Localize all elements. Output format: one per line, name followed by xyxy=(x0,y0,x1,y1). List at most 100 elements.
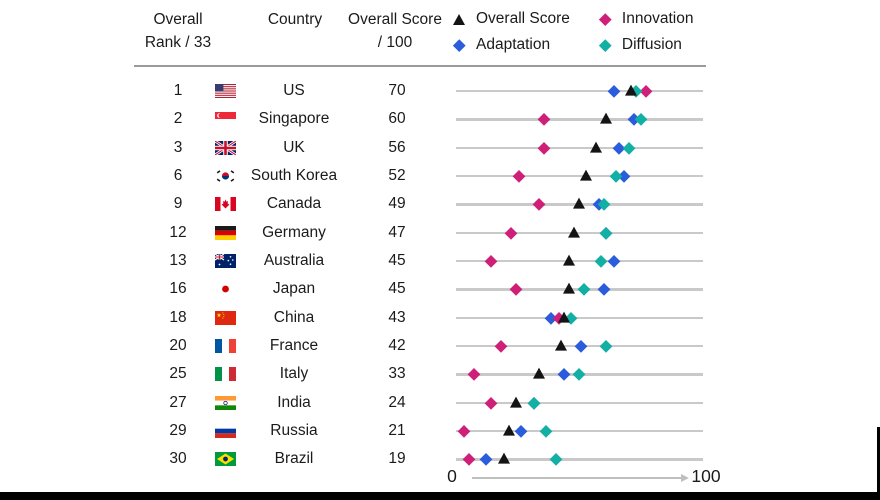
flag-in-icon xyxy=(215,395,236,410)
country-name: US xyxy=(283,82,305,100)
rank-value: 30 xyxy=(169,450,187,468)
rank-value: 27 xyxy=(169,393,187,411)
score-value: 33 xyxy=(388,365,406,383)
score-value: 47 xyxy=(388,223,406,241)
table-row: 27 India 24 xyxy=(0,389,880,417)
rank-value: 1 xyxy=(173,82,183,100)
country-name: Japan xyxy=(272,280,316,298)
col-header-score: Overall Score / 100 xyxy=(345,8,445,54)
marker-innovation xyxy=(484,396,498,409)
score-plot xyxy=(456,105,706,133)
diamond-marker-icon xyxy=(598,12,612,26)
flag-fr-icon xyxy=(215,339,236,354)
marker-overall-score xyxy=(562,254,575,266)
table-row: 30 Brazil 19 xyxy=(0,445,880,473)
flag-de-icon xyxy=(215,225,236,240)
marker-innovation xyxy=(462,453,475,466)
marker-diffusion xyxy=(539,425,553,438)
right-edge-border xyxy=(877,427,880,500)
rank-value: 2 xyxy=(173,110,183,128)
marker-diffusion xyxy=(572,368,585,381)
score-value: 21 xyxy=(388,422,406,440)
flag-cn-icon xyxy=(215,310,236,325)
marker-adaptation xyxy=(514,425,528,438)
country-name: UK xyxy=(283,138,305,156)
table-row: 29 Russia 21 xyxy=(0,417,880,445)
score-plot xyxy=(456,275,706,303)
table-row: 9 Canada 49 xyxy=(0,190,880,218)
marker-diffusion xyxy=(622,141,635,154)
marker-adaptation xyxy=(557,368,570,381)
rank-value: 12 xyxy=(169,223,187,241)
score-plot xyxy=(456,190,706,218)
marker-innovation xyxy=(457,425,470,438)
rank-value: 16 xyxy=(169,280,187,298)
country-name: Canada xyxy=(266,195,322,213)
table-row: 1 US 70 xyxy=(0,77,880,105)
rank-value: 6 xyxy=(173,167,183,185)
marker-innovation xyxy=(537,113,550,126)
marker-innovation xyxy=(504,226,518,239)
score-value: 42 xyxy=(388,337,406,355)
score-plot xyxy=(456,332,706,360)
flag-ca-icon xyxy=(215,197,236,212)
marker-overall-score xyxy=(555,339,567,351)
rank-value: 3 xyxy=(173,138,183,156)
x-axis-min-label: 0 xyxy=(447,466,457,486)
legend-item-overall-score: Overall Score xyxy=(452,6,570,32)
marker-overall-score xyxy=(557,311,570,323)
marker-overall-score xyxy=(572,198,585,210)
marker-adaptation xyxy=(479,453,493,466)
flag-kr-icon xyxy=(215,169,236,184)
chart-legend: Overall Score Adaptation Innovation Diffusi… xyxy=(452,6,693,58)
marker-diffusion xyxy=(577,283,590,296)
legend-item-adaptation: Adaptation xyxy=(452,32,570,58)
marker-overall-score xyxy=(580,169,592,181)
marker-innovation xyxy=(509,283,523,296)
score-value: 19 xyxy=(388,450,406,468)
flag-jp-icon xyxy=(215,282,236,297)
score-plot xyxy=(456,389,706,417)
score-plot xyxy=(456,360,706,388)
country-rows: 1 US 70 2 Singapore 60 3 UK 56 6 South Korea 52 9 Can… xyxy=(0,77,880,474)
legend-label: Diffusion xyxy=(621,36,682,53)
country-name: France xyxy=(269,337,319,355)
marker-adaptation xyxy=(597,283,610,296)
table-row: 12 Germany 47 xyxy=(0,219,880,247)
legend-item-innovation: Innovation xyxy=(598,6,693,32)
plot-track xyxy=(456,231,703,235)
rank-value: 13 xyxy=(169,252,187,270)
marker-diffusion xyxy=(599,340,613,353)
country-name: Germany xyxy=(262,223,326,241)
col-header-rank: Overall Rank / 33 xyxy=(133,8,223,54)
rank-value: 9 xyxy=(173,195,183,213)
country-name: Australia xyxy=(263,252,325,270)
flag-it-icon xyxy=(215,367,236,382)
triangle-marker-icon xyxy=(452,13,466,25)
marker-adaptation xyxy=(574,340,588,353)
score-plot xyxy=(456,134,706,162)
table-row: 3 UK 56 xyxy=(0,134,880,162)
score-plot xyxy=(456,162,706,190)
flag-uk-icon xyxy=(215,140,236,155)
score-plot xyxy=(456,219,706,247)
plot-track xyxy=(456,118,703,121)
plot-track xyxy=(456,401,703,405)
legend-label: Adaptation xyxy=(476,36,551,53)
flag-br-icon xyxy=(215,452,236,467)
plot-track xyxy=(456,89,703,93)
score-value: 70 xyxy=(388,82,406,100)
plot-track xyxy=(456,259,703,263)
marker-diffusion xyxy=(549,453,563,466)
score-plot xyxy=(456,417,706,445)
table-row: 16 Japan 45 xyxy=(0,275,880,303)
score-plot xyxy=(456,247,706,275)
score-value: 60 xyxy=(388,110,406,128)
table-row: 6 South Korea 52 xyxy=(0,162,880,190)
rank-value: 18 xyxy=(169,308,187,326)
marker-diffusion xyxy=(527,396,540,409)
marker-innovation xyxy=(467,368,480,381)
marker-overall-score xyxy=(497,453,510,465)
diamond-marker-icon xyxy=(452,38,466,52)
marker-innovation xyxy=(484,255,498,268)
